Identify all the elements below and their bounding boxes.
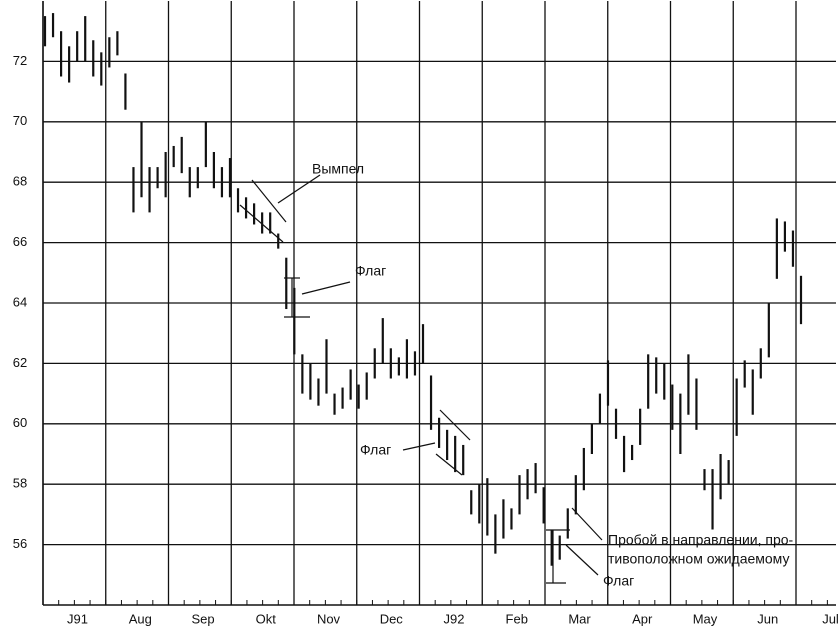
y-tick-label: 60 xyxy=(13,415,27,430)
annotation: Флаг xyxy=(603,573,634,589)
y-tick-label: 56 xyxy=(13,536,27,551)
x-tick-label: Feb xyxy=(506,611,528,626)
pattern-lines xyxy=(239,174,603,584)
x-tick-label: May xyxy=(693,611,718,626)
x-tick-label: Aug xyxy=(129,611,152,626)
x-tick-label: J91 xyxy=(67,611,88,626)
y-tick-label: 64 xyxy=(13,294,27,309)
y-tick-label: 70 xyxy=(13,113,27,128)
x-tick-label: J92 xyxy=(444,611,465,626)
annotation: Флаг xyxy=(355,263,386,279)
x-tick-label: Apr xyxy=(632,611,653,626)
x-tick-label: Okt xyxy=(256,611,277,626)
annotation: тивоположном ожидаемому xyxy=(608,551,789,567)
y-tick-label: 68 xyxy=(13,174,27,189)
y-tick-label: 58 xyxy=(13,476,27,491)
y-tick-label: 66 xyxy=(13,234,27,249)
annotation: Пробой в направлении, про- xyxy=(608,532,794,548)
annotation: Флаг xyxy=(360,442,391,458)
annotation: Вымпел xyxy=(312,161,364,177)
x-tick-label: Mar xyxy=(568,611,591,626)
x-tick-label: Jun xyxy=(757,611,778,626)
y-tick-label: 72 xyxy=(13,53,27,68)
x-tick-label: Jul xyxy=(822,611,838,626)
y-tick-label: 62 xyxy=(13,355,27,370)
x-tick-label: Sep xyxy=(191,611,214,626)
x-tick-label: Nov xyxy=(317,611,341,626)
x-tick-label: Dec xyxy=(380,611,404,626)
